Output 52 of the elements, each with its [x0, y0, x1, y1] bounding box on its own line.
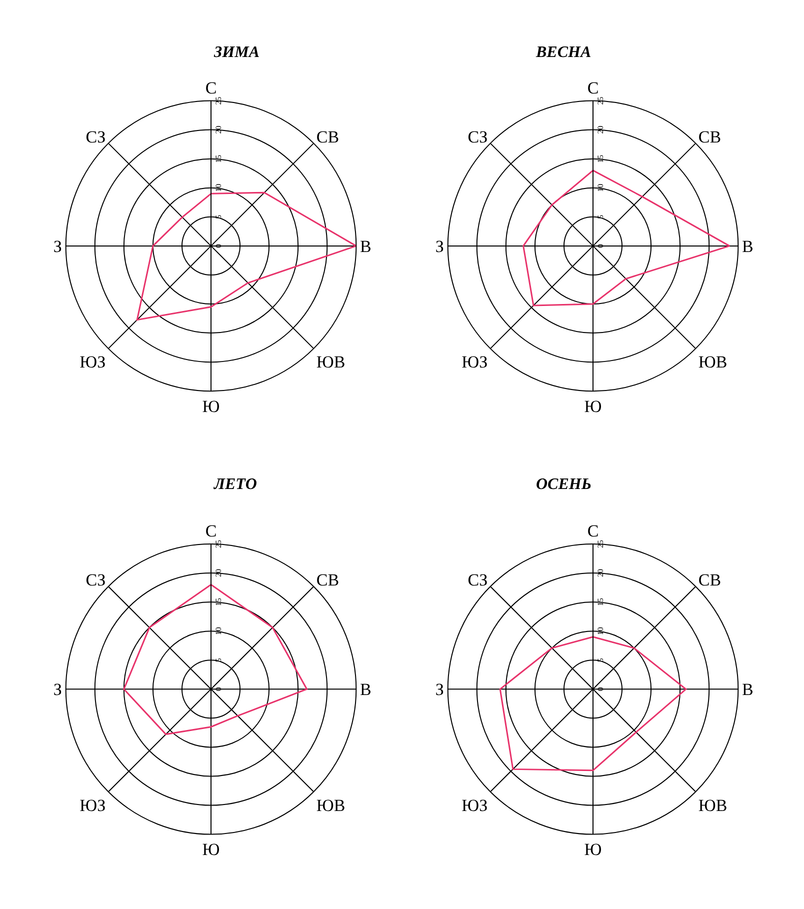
spoke-label: З [435, 680, 444, 700]
spoke-label: З [53, 680, 62, 700]
spoke-label: Ю [584, 397, 602, 416]
y-tick-label: 15 [596, 598, 606, 606]
spoke-label: В [360, 236, 372, 256]
spoke-label: ЮЗ [462, 352, 488, 372]
y-tick-label: 25 [214, 96, 224, 105]
y-tick-label: 25 [214, 540, 224, 548]
y-tick-label: 25 [596, 540, 606, 548]
y-tick-label: 20 [214, 569, 224, 577]
y-tick-label: 25 [596, 96, 606, 105]
spoke-label: СВ [316, 127, 340, 146]
spoke-label: СВ [698, 570, 722, 590]
spoke-label: ЮЗ [462, 796, 488, 815]
y-tick-label: 20 [596, 569, 606, 577]
spoke-label: СВ [316, 570, 340, 590]
y-tick-label: 10 [596, 627, 606, 636]
spoke-label: ЮВ [698, 796, 728, 815]
spoke-label: С [587, 78, 599, 98]
spoke-label: В [742, 680, 754, 700]
chart-title: ОСЕНЬ [536, 476, 592, 493]
spoke-label: ЮВ [316, 796, 346, 815]
chart-title: ЗИМА [213, 44, 260, 61]
spoke-label: ЮЗ [80, 352, 106, 372]
chart-title: ЛЕТО [213, 476, 258, 493]
spoke-label: Ю [584, 840, 602, 860]
spoke-label: СЗ [86, 127, 106, 146]
spoke-label: ЮВ [316, 352, 346, 372]
spoke-label: СЗ [468, 127, 488, 146]
spoke-label: ЮЗ [80, 796, 106, 815]
y-tick-label: 10 [214, 627, 224, 636]
y-tick-label: 15 [214, 154, 224, 163]
spoke-label: С [205, 78, 217, 98]
spoke-label: ЮВ [698, 352, 728, 372]
y-tick-label: 20 [596, 126, 606, 134]
spoke-label: С [587, 522, 599, 541]
spoke-label: З [435, 236, 444, 256]
y-tick-label: 15 [596, 154, 606, 163]
spoke-label: СЗ [468, 570, 488, 590]
spoke-label: С [205, 522, 217, 541]
y-tick-label: 20 [214, 126, 224, 134]
y-tick-label: 10 [596, 184, 606, 192]
spoke-label: Ю [202, 397, 220, 416]
spoke-label: З [53, 236, 62, 256]
y-tick-label: 10 [214, 184, 224, 192]
spoke-label: В [360, 680, 372, 700]
y-tick-label: 15 [214, 598, 224, 606]
chart-title: ВЕСНА [535, 44, 592, 61]
spoke-label: СЗ [86, 570, 106, 590]
spoke-label: Ю [202, 840, 220, 860]
spoke-label: В [742, 236, 754, 256]
spoke-label: СВ [698, 127, 722, 146]
